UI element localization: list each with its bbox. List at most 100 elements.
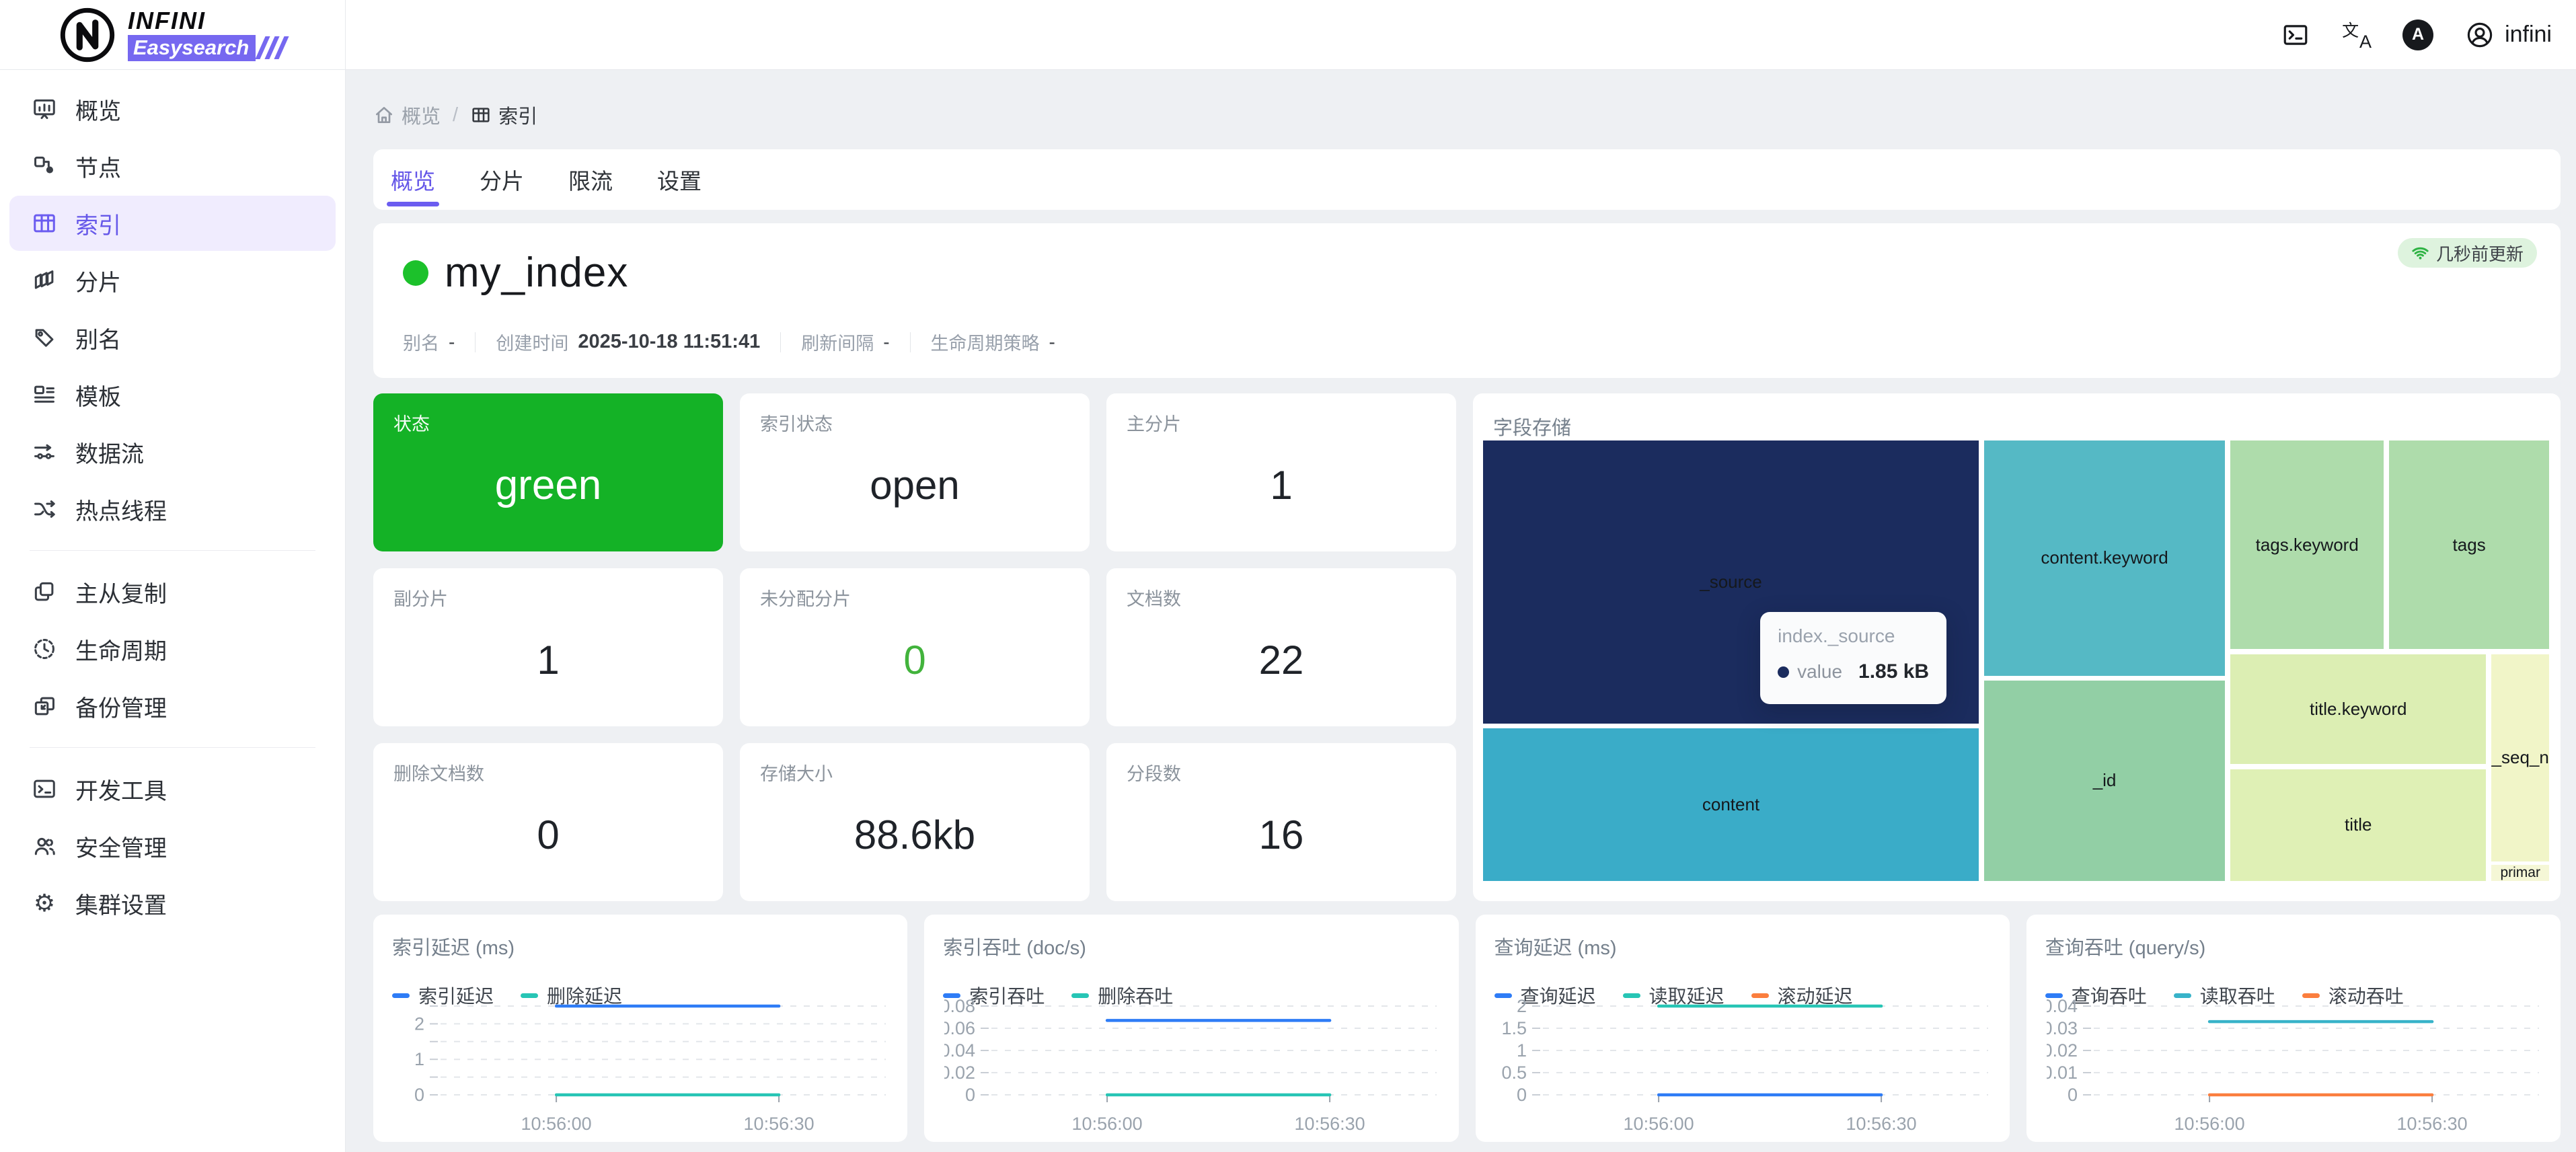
sidebar-menu: 概览 节点 索引 分片 别名 模板 数据流 热点线程 [0, 70, 345, 931]
table-icon [31, 210, 58, 237]
tab-settings[interactable]: 设置 [656, 149, 703, 210]
tooltip-marker [1778, 666, 1789, 678]
sidebar-item-replication[interactable]: 主从复制 [9, 564, 336, 619]
svg-text:1: 1 [1516, 1040, 1526, 1061]
home-icon [373, 104, 395, 126]
logo-text: INFINI Easysearch [128, 8, 284, 61]
sidebar-item-label: 别名 [75, 321, 121, 354]
sidebar-item-cluster-settings[interactable]: ⚙ 集群设置 [9, 876, 336, 931]
sidebar-item-label: 数据流 [75, 436, 144, 469]
sidebar-item-datastreams[interactable]: 数据流 [9, 424, 336, 479]
users-icon [31, 833, 58, 859]
sidebar-item-label: 集群设置 [75, 887, 167, 920]
main-content: 概览 / 索引 概览 分片 限流 设置 my_index 几秒前更新 别名 - … [346, 71, 2576, 1152]
chart-title: 索引吞吐 (doc/s) [943, 932, 1439, 960]
dashboard-icon [31, 95, 58, 122]
app-logo[interactable]: INFINI Easysearch [0, 0, 345, 70]
metric-card-unassigned-shards: 未分配分片 0 [740, 568, 1090, 726]
svg-text:10:56:30: 10:56:30 [1295, 1114, 1365, 1134]
svg-text:0.08: 0.08 [944, 997, 975, 1016]
treemap-block-title-keyword[interactable]: title.keyword [2230, 654, 2486, 765]
treemap-block-title[interactable]: title [2230, 769, 2486, 881]
logo-primary: INFINI [128, 8, 206, 34]
treemap-tooltip: index._source value 1.85 kB [1760, 612, 1946, 704]
svg-text:1.5: 1.5 [1501, 1018, 1527, 1038]
svg-text:0: 0 [2068, 1085, 2078, 1105]
metric-card-primary-shards: 主分片 1 [1106, 393, 1456, 551]
chart-plot: 00.010.020.030.0410:56:0010:56:30 [2047, 997, 2542, 1137]
sidebar-item-label: 主从复制 [75, 576, 167, 609]
svg-text:10:56:00: 10:56:00 [1623, 1114, 1694, 1134]
meta-value: - [449, 332, 455, 353]
field-storage-card: 字段存储 _source content content.keyword _id… [1473, 393, 2561, 901]
theme-toggle-icon[interactable]: A [2402, 20, 2433, 50]
treemap-block-content[interactable]: content [1483, 728, 1979, 881]
health-dot-green [403, 260, 428, 286]
treemap-block-primary-term[interactable]: primar [2491, 865, 2549, 881]
tab-overview[interactable]: 概览 [389, 149, 437, 210]
treemap-block-content-keyword[interactable]: content.keyword [1984, 440, 2225, 676]
treemap-block-id[interactable]: _id [1984, 681, 2225, 881]
nodes-icon [31, 153, 58, 180]
dataflow-icon [31, 438, 58, 465]
sidebar-item-nodes[interactable]: 节点 [9, 139, 336, 194]
meta-value: 2025-10-18 11:51:41 [578, 331, 760, 353]
updated-text: 几秒前更新 [2436, 241, 2524, 266]
meta-divider [780, 332, 781, 352]
chart-title: 查询吞吐 (query/s) [2045, 932, 2542, 960]
sidebar-item-label: 安全管理 [75, 830, 167, 863]
meta-divider [475, 332, 476, 352]
sidebar-divider [30, 550, 315, 551]
chart-query-throughput: 查询吞吐 (query/s) 查询吞吐读取吞吐滚动吞吐 00.010.020.0… [2026, 915, 2561, 1142]
meta-divider [910, 332, 911, 352]
shuffle-icon [31, 496, 58, 523]
backup-icon [31, 693, 58, 720]
breadcrumb-separator: / [453, 104, 458, 126]
chart-index-latency: 索引延迟 (ms) 索引延迟删除延迟 01210:56:0010:56:30 [373, 915, 907, 1142]
svg-text:0: 0 [1516, 1085, 1526, 1105]
tab-throttle[interactable]: 限流 [567, 149, 614, 210]
sidebar-item-security[interactable]: 安全管理 [9, 818, 336, 874]
treemap-block-seq-no[interactable]: _seq_n [2491, 654, 2549, 861]
sidebar-item-overview[interactable]: 概览 [9, 81, 336, 137]
sidebar-item-templates[interactable]: 模板 [9, 367, 336, 422]
sidebar-item-lifecycle[interactable]: 生命周期 [9, 621, 336, 677]
sidebar-item-backup[interactable]: 备份管理 [9, 679, 336, 734]
sidebar-item-label: 备份管理 [75, 690, 167, 723]
sidebar-item-label: 节点 [75, 150, 121, 183]
avatar-icon [2464, 20, 2495, 50]
terminal-icon [31, 775, 58, 802]
svg-text:0: 0 [414, 1085, 424, 1105]
svg-text:10:56:30: 10:56:30 [1846, 1114, 1916, 1134]
wifi-icon [2411, 244, 2429, 262]
svg-text:10:56:00: 10:56:00 [1072, 1114, 1143, 1134]
chart-title: 查询延迟 (ms) [1494, 932, 1991, 960]
replication-icon [31, 578, 58, 605]
breadcrumb: 概览 / 索引 [373, 101, 537, 129]
chart-plot: 00.020.040.060.0810:56:0010:56:30 [944, 997, 1439, 1137]
sidebar-item-label: 热点线程 [75, 493, 167, 526]
svg-text:1: 1 [414, 1049, 424, 1069]
svg-text:10:56:30: 10:56:30 [744, 1114, 815, 1134]
svg-text:2: 2 [414, 1013, 424, 1034]
updated-badge: 几秒前更新 [2398, 238, 2537, 268]
user-menu[interactable]: infini [2464, 20, 2552, 50]
svg-text:0: 0 [965, 1085, 975, 1105]
sidebar-item-shards[interactable]: 分片 [9, 253, 336, 308]
console-icon[interactable] [2280, 20, 2311, 50]
sidebar-item-indices[interactable]: 索引 [9, 196, 336, 251]
sidebar-item-devtools[interactable]: 开发工具 [9, 761, 336, 816]
shards-icon [31, 267, 58, 294]
tab-shards[interactable]: 分片 [478, 149, 525, 210]
treemap-block-tags[interactable]: tags [2389, 440, 2549, 649]
sidebar-item-aliases[interactable]: 别名 [9, 310, 336, 365]
tooltip-value: 1.85 kB [1858, 660, 1929, 683]
sidebar-item-hotthreads[interactable]: 热点线程 [9, 482, 336, 537]
breadcrumb-root[interactable]: 概览 [402, 101, 441, 129]
language-icon[interactable]: 文A [2342, 20, 2372, 50]
index-name: my_index [445, 249, 628, 297]
username: infini [2505, 22, 2552, 48]
meta-label: 刷新间隔 [801, 329, 874, 355]
treemap-block-tags-keyword[interactable]: tags.keyword [2230, 440, 2384, 649]
meta-label: 别名 [403, 329, 439, 355]
